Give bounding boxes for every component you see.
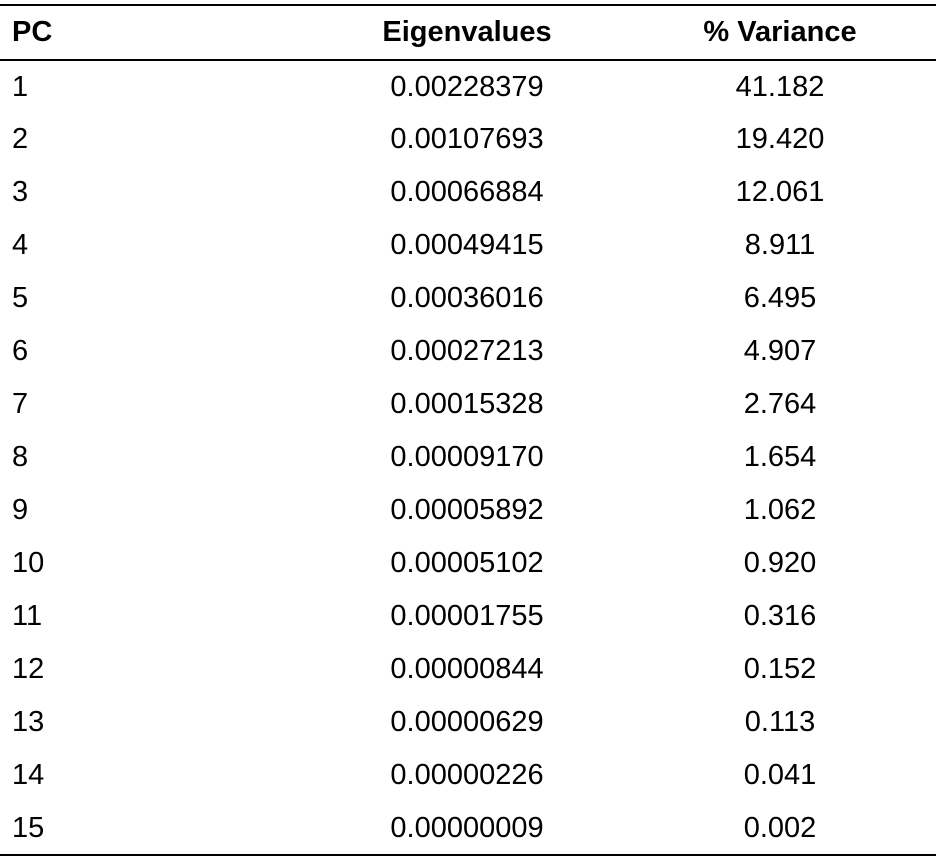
cell-pc: 6: [12, 335, 29, 367]
cell-variance: 8.911: [744, 229, 816, 261]
table-row: 9 0.00005892 1.062: [0, 484, 936, 537]
cell-variance: 1.654: [743, 441, 817, 473]
cell-pc: 1: [12, 70, 29, 103]
cell-eigenvalue: 0.00036016: [390, 282, 544, 314]
cell-pc: 8: [12, 441, 29, 473]
cell-variance: 0.920: [743, 547, 817, 579]
cell-variance: 4.907: [743, 335, 817, 367]
cell-variance: 41.182: [735, 70, 825, 103]
cell-variance: 1.062: [743, 494, 817, 526]
cell-eigenvalue: 0.00001755: [390, 600, 544, 632]
cell-variance: 0.152: [743, 653, 817, 685]
table-row: 5 0.00036016 6.495: [0, 272, 936, 325]
table-row: 4 0.00049415 8.911: [0, 219, 936, 272]
eigenvalue-table-container: PC Eigenvalues % Variance 1 0.00228379 41.…: [0, 4, 936, 856]
cell-eigenvalue: 0.00000009: [312, 802, 622, 856]
cell-pc: 13: [12, 706, 45, 738]
cell-variance: 12.061: [735, 176, 825, 208]
cell-pc: 3: [12, 176, 29, 208]
table-row: 1 0.00228379 41.182: [0, 60, 936, 113]
cell-eigenvalue: 0.00005102: [390, 547, 544, 579]
cell-variance: 6.495: [743, 282, 817, 314]
cell-eigenvalue: 0.00009170: [390, 441, 544, 473]
table-row: 8 0.00009170 1.654: [0, 431, 936, 484]
cell-variance: 0.113: [744, 706, 816, 738]
cell-eigenvalue: 0.00027213: [390, 335, 544, 367]
table-row: 13 0.00000629 0.113: [0, 696, 936, 749]
cell-eigenvalue: 0.00107693: [390, 123, 544, 155]
cell-pc: 5: [12, 282, 29, 314]
table-row: 14 0.00000226 0.041: [0, 749, 936, 802]
header-variance: % Variance: [622, 4, 936, 61]
cell-pc: 15: [0, 802, 312, 856]
header-eigenvalues: Eigenvalues: [312, 4, 622, 61]
table-row: 7 0.00015328 2.764: [0, 378, 936, 431]
cell-variance: 0.002: [622, 802, 936, 856]
table-row: 6 0.00027213 4.907: [0, 325, 936, 378]
header-pc: PC: [0, 4, 312, 61]
table-header: PC Eigenvalues % Variance: [0, 4, 936, 61]
table-row: 12 0.00000844 0.152: [0, 643, 936, 696]
table-row: 10 0.00005102 0.920: [0, 537, 936, 590]
cell-pc: 12: [12, 653, 45, 685]
eigenvalue-table: PC Eigenvalues % Variance 1 0.00228379 41.…: [0, 4, 936, 856]
cell-eigenvalue: 0.00000844: [390, 653, 544, 685]
cell-pc: 14: [12, 759, 45, 791]
cell-pc: 9: [12, 494, 29, 526]
cell-variance: 0.041: [743, 759, 817, 791]
cell-variance: 0.316: [743, 600, 817, 632]
cell-pc: 7: [12, 388, 29, 420]
cell-eigenvalue: 0.00228379: [390, 70, 544, 103]
table-row: 11 0.00001755 0.316: [0, 590, 936, 643]
cell-pc: 2: [12, 123, 29, 155]
cell-eigenvalue: 0.00000629: [390, 706, 544, 738]
header-row: PC Eigenvalues % Variance: [0, 4, 936, 61]
table-row: 2 0.00107693 19.420: [0, 113, 936, 166]
cell-variance: 2.764: [743, 388, 817, 420]
cell-variance: 19.420: [735, 123, 825, 155]
table-row: 15 0.00000009 0.002: [0, 802, 936, 856]
cell-eigenvalue: 0.00049415: [390, 229, 544, 261]
cell-eigenvalue: 0.00000226: [390, 759, 544, 791]
table-row: 3 0.00066884 12.061: [0, 166, 936, 219]
cell-pc: 11: [12, 600, 43, 632]
cell-eigenvalue: 0.00005892: [390, 494, 544, 526]
table-body: 1 0.00228379 41.182 2 0.00107693 19.420 3 0.000…: [0, 60, 936, 856]
cell-eigenvalue: 0.00066884: [390, 176, 544, 208]
cell-eigenvalue: 0.00015328: [390, 388, 544, 420]
cell-pc: 4: [12, 229, 29, 261]
cell-pc: 10: [12, 547, 45, 579]
